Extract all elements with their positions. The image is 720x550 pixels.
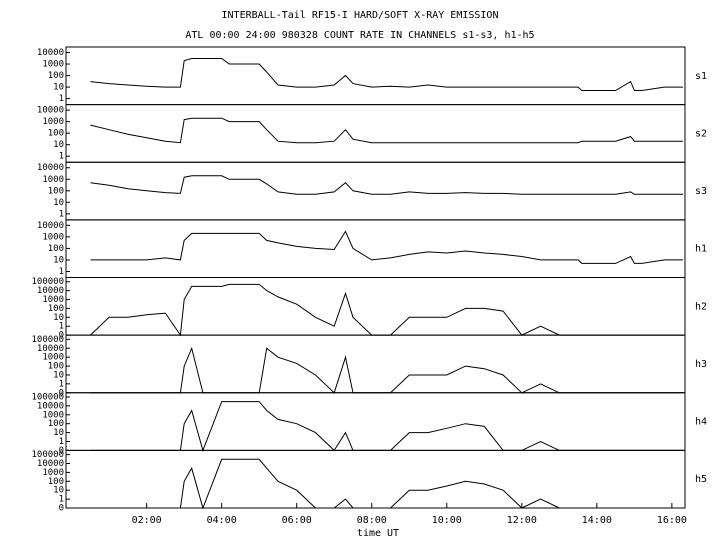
- data-line: [90, 230, 684, 264]
- y-tick-label: 100: [48, 186, 64, 196]
- y-tick-label: 0: [59, 504, 64, 514]
- y-tick-label: 1: [59, 267, 64, 277]
- panel-label: h5: [695, 474, 707, 485]
- data-line: [90, 117, 684, 144]
- y-tick-label: 100: [48, 129, 64, 139]
- y-tick-label: 1000: [42, 117, 64, 127]
- x-tick-label: 12:00: [507, 515, 537, 526]
- y-tick-label: 1000: [42, 353, 64, 363]
- y-tick-label: 0: [59, 446, 64, 456]
- data-line: [90, 58, 684, 91]
- y-tick-label: 10: [53, 313, 64, 323]
- y-tick-label: 1000: [42, 468, 64, 478]
- y-tick-label: 10: [53, 255, 64, 265]
- y-tick-label: 1: [59, 437, 64, 447]
- y-tick-label: 10000: [37, 459, 64, 469]
- chart-subtitle: ATL 00:00 24:00 980328 COUNT RATE IN CHA…: [185, 30, 534, 41]
- panel-label: s3: [695, 186, 707, 197]
- y-tick-label: 100000: [31, 450, 64, 460]
- y-tick-label: 1000: [42, 410, 64, 420]
- y-tick-label: 100: [48, 477, 64, 487]
- y-tick-label: 10000: [37, 106, 64, 116]
- panel-label: h2: [695, 301, 707, 312]
- y-tick-label: 10000: [37, 344, 64, 354]
- y-tick-label: 100: [48, 244, 64, 254]
- y-tick-label: 100: [48, 304, 64, 314]
- panel-label: h1: [695, 244, 707, 255]
- x-tick-label: 04:00: [207, 515, 237, 526]
- y-tick-label: 100000: [31, 335, 64, 345]
- x-tick-label: 14:00: [582, 515, 612, 526]
- y-tick-label: 10: [53, 83, 64, 93]
- x-axis-label: time UT: [357, 528, 399, 539]
- y-tick-label: 100000: [31, 392, 64, 402]
- data-line: [90, 458, 684, 510]
- panel-label: h4: [695, 417, 707, 428]
- y-tick-label: 1000: [42, 232, 64, 242]
- y-tick-label: 10000: [37, 48, 64, 58]
- y-tick-label: 10: [53, 370, 64, 380]
- y-tick-label: 0: [59, 331, 64, 341]
- y-tick-label: 100: [48, 419, 64, 429]
- x-tick-label: 16:00: [657, 515, 687, 526]
- y-tick-label: 1: [59, 209, 64, 219]
- y-tick-label: 10: [53, 428, 64, 438]
- y-tick-label: 1: [59, 322, 64, 332]
- y-tick-label: 100: [48, 71, 64, 81]
- y-tick-label: 10: [53, 140, 64, 150]
- panel-label: h3: [695, 359, 707, 370]
- x-tick-label: 06:00: [282, 515, 312, 526]
- chart-title: INTERBALL-Tail RF15-I HARD/SOFT X-RAY EM…: [222, 10, 499, 21]
- x-tick-label: 10:00: [432, 515, 462, 526]
- y-tick-label: 1: [59, 94, 64, 104]
- panel-label: s1: [695, 71, 707, 82]
- panel-label: s2: [695, 128, 707, 139]
- y-tick-label: 10000: [37, 221, 64, 231]
- y-tick-label: 100: [48, 362, 64, 372]
- y-tick-label: 1: [59, 495, 64, 505]
- y-tick-label: 100000: [31, 277, 64, 287]
- y-tick-label: 10: [53, 486, 64, 496]
- x-tick-label: 02:00: [132, 515, 162, 526]
- y-tick-label: 10000: [37, 401, 64, 411]
- y-tick-label: 1: [59, 152, 64, 162]
- y-tick-label: 1000: [42, 175, 64, 185]
- y-tick-label: 10: [53, 198, 64, 208]
- y-tick-label: 0: [59, 388, 64, 398]
- data-line: [90, 175, 684, 195]
- x-tick-label: 08:00: [357, 515, 387, 526]
- y-tick-label: 1: [59, 379, 64, 389]
- y-tick-label: 10000: [37, 163, 64, 173]
- y-tick-label: 10000: [37, 286, 64, 296]
- y-tick-label: 1000: [42, 60, 64, 70]
- y-tick-label: 1000: [42, 295, 64, 305]
